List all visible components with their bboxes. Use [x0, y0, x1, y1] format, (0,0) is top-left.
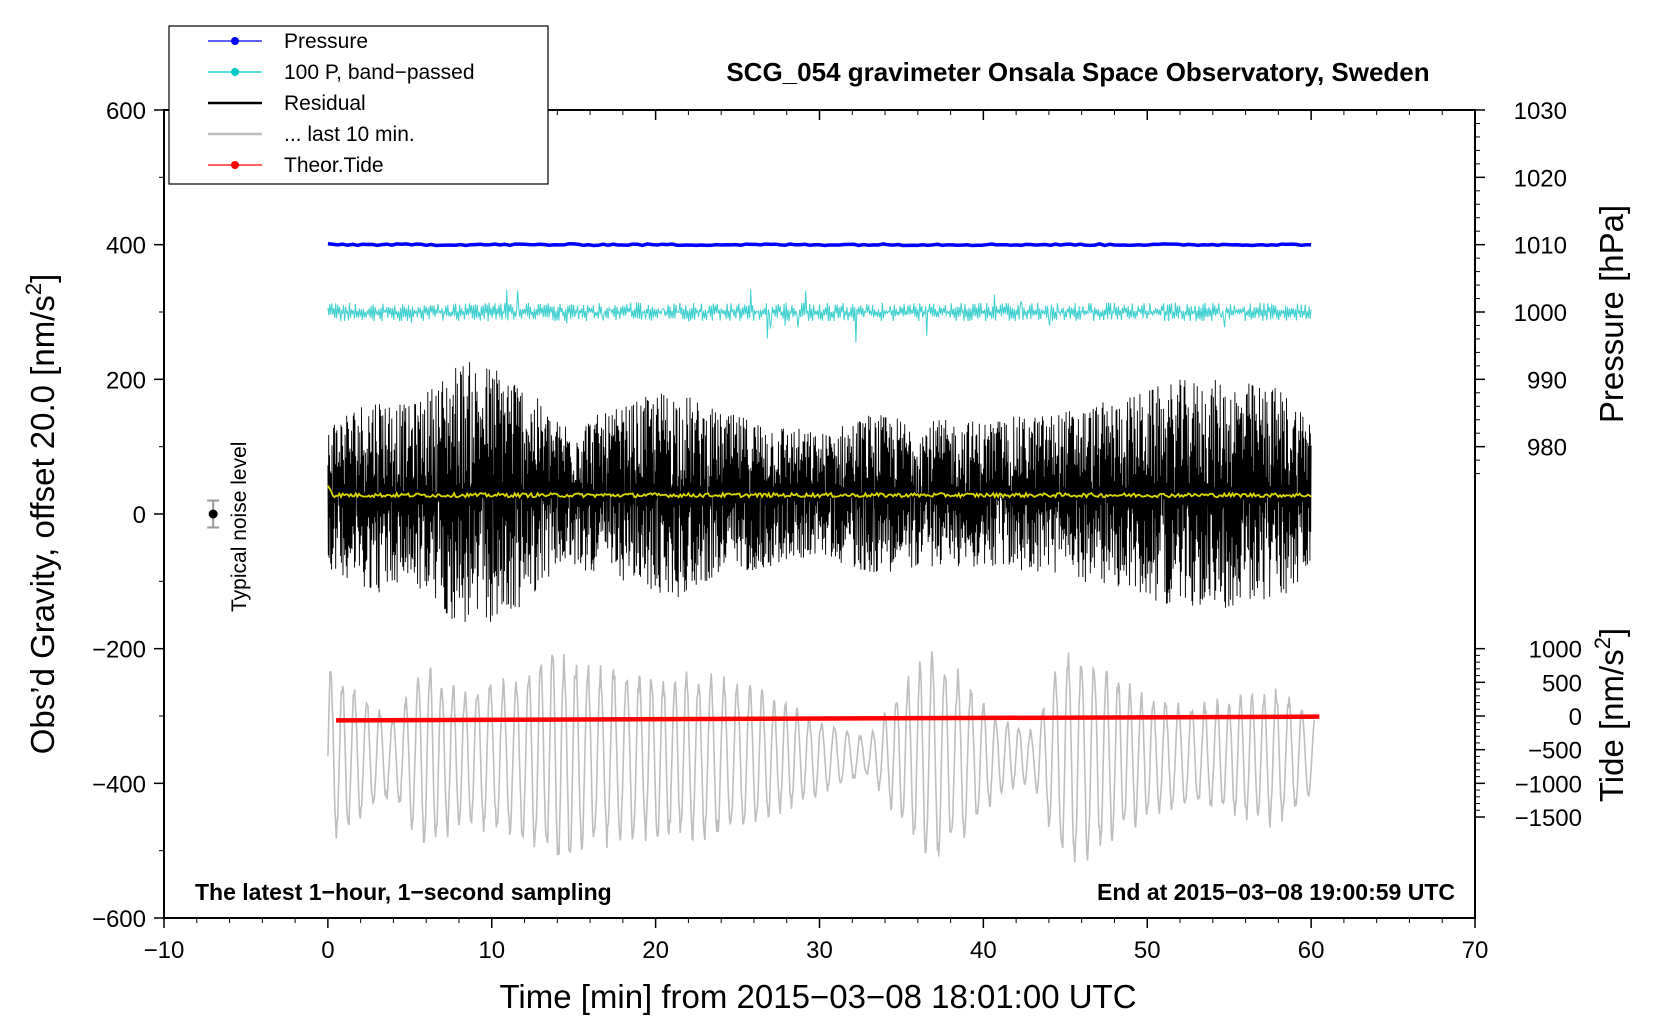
series-group	[327, 241, 1320, 863]
pressure-tick-label: 980	[1527, 435, 1567, 462]
x-tick-label: 10	[478, 937, 505, 964]
series-band-passed	[327, 289, 1312, 343]
legend-box	[168, 25, 549, 185]
x-tick-label: −10	[144, 937, 185, 964]
y-tick-label: 400	[106, 233, 146, 260]
x-tick-label: 0	[321, 937, 334, 964]
tide-tick-label: 500	[1542, 670, 1582, 697]
y-tick-label: 0	[133, 502, 146, 529]
legend-marks	[208, 37, 262, 169]
left-axis-ticks: −600 −400 −200 0 200 400 600	[92, 98, 164, 933]
y-tick-label: −600	[92, 906, 146, 933]
x-axis-ticks: −10 0 10 20 30 40 50 60 70	[144, 110, 1489, 964]
pressure-tick-label: 1020	[1514, 165, 1567, 192]
pressure-tick-label: 1010	[1514, 233, 1567, 260]
annotation-sampling: The latest 1−hour, 1−second sampling	[195, 879, 612, 905]
tide-tick-label: 1000	[1529, 637, 1582, 664]
x-axis-label: Time [min] from 2015−03−08 18:01:00 UTC	[499, 978, 1136, 1015]
pressure-axis-label: Pressure [hPa]	[1593, 205, 1630, 423]
y-tick-label: −200	[92, 637, 146, 664]
tide-tick-label: −500	[1528, 738, 1582, 765]
x-tick-label: 40	[970, 937, 997, 964]
y-tick-label: 600	[106, 98, 146, 125]
chart-title: SCG_054 gravimeter Onsala Space Observat…	[726, 57, 1429, 87]
legend-marker	[231, 37, 239, 45]
legend-label-theor-tide: Theor.Tide	[284, 154, 384, 177]
tide-tick-label: −1000	[1515, 771, 1582, 798]
noise-level-marker	[207, 499, 220, 529]
x-tick-label: 70	[1462, 937, 1489, 964]
legend-label-pressure: Pressure	[284, 30, 368, 53]
legend-label-band-passed: 100 P, band−passed	[284, 61, 475, 84]
legend-label-residual: Residual	[284, 92, 366, 115]
x-tick-label: 50	[1134, 937, 1161, 964]
x-tick-label: 20	[642, 937, 669, 964]
tide-tick-label: 0	[1569, 704, 1582, 731]
noise-level-label: Typical noise level	[228, 442, 251, 612]
left-axis-label: Obs’d Gravity, offset 20.0 [nm/s2]	[21, 274, 61, 755]
annotation-end-time: End at 2015−03−08 19:00:59 UTC	[1097, 879, 1455, 905]
y-tick-label: −400	[92, 771, 146, 798]
y-tick-label: 200	[106, 367, 146, 394]
pressure-axis-ticks: 980 990 1000 1010 1020 1030	[1475, 98, 1567, 475]
tide-axis-ticks: −1500 −1000 −500 0 500 1000	[1475, 637, 1582, 832]
series-residual-smoothed	[327, 485, 1312, 500]
x-tick-label: 30	[806, 937, 833, 964]
legend-marker	[231, 161, 239, 169]
legend-marker	[231, 68, 239, 76]
legend: Pressure 100 P, band−passed Residual ...…	[168, 25, 549, 185]
pressure-tick-label: 1000	[1514, 300, 1567, 327]
tide-axis-label: Tide [nm/s2]	[1590, 628, 1630, 802]
series-pressure	[327, 241, 1312, 248]
series-last-10-min	[327, 651, 1316, 863]
series-theor-tide	[336, 714, 1320, 723]
tide-tick-label: −1500	[1515, 805, 1582, 832]
noise-point	[208, 509, 218, 519]
pressure-tick-label: 1030	[1514, 98, 1567, 125]
series-residual	[327, 362, 1312, 623]
legend-label-last-10-min: ... last 10 min.	[284, 123, 415, 146]
pressure-tick-label: 990	[1527, 367, 1567, 394]
x-tick-label: 60	[1298, 937, 1325, 964]
